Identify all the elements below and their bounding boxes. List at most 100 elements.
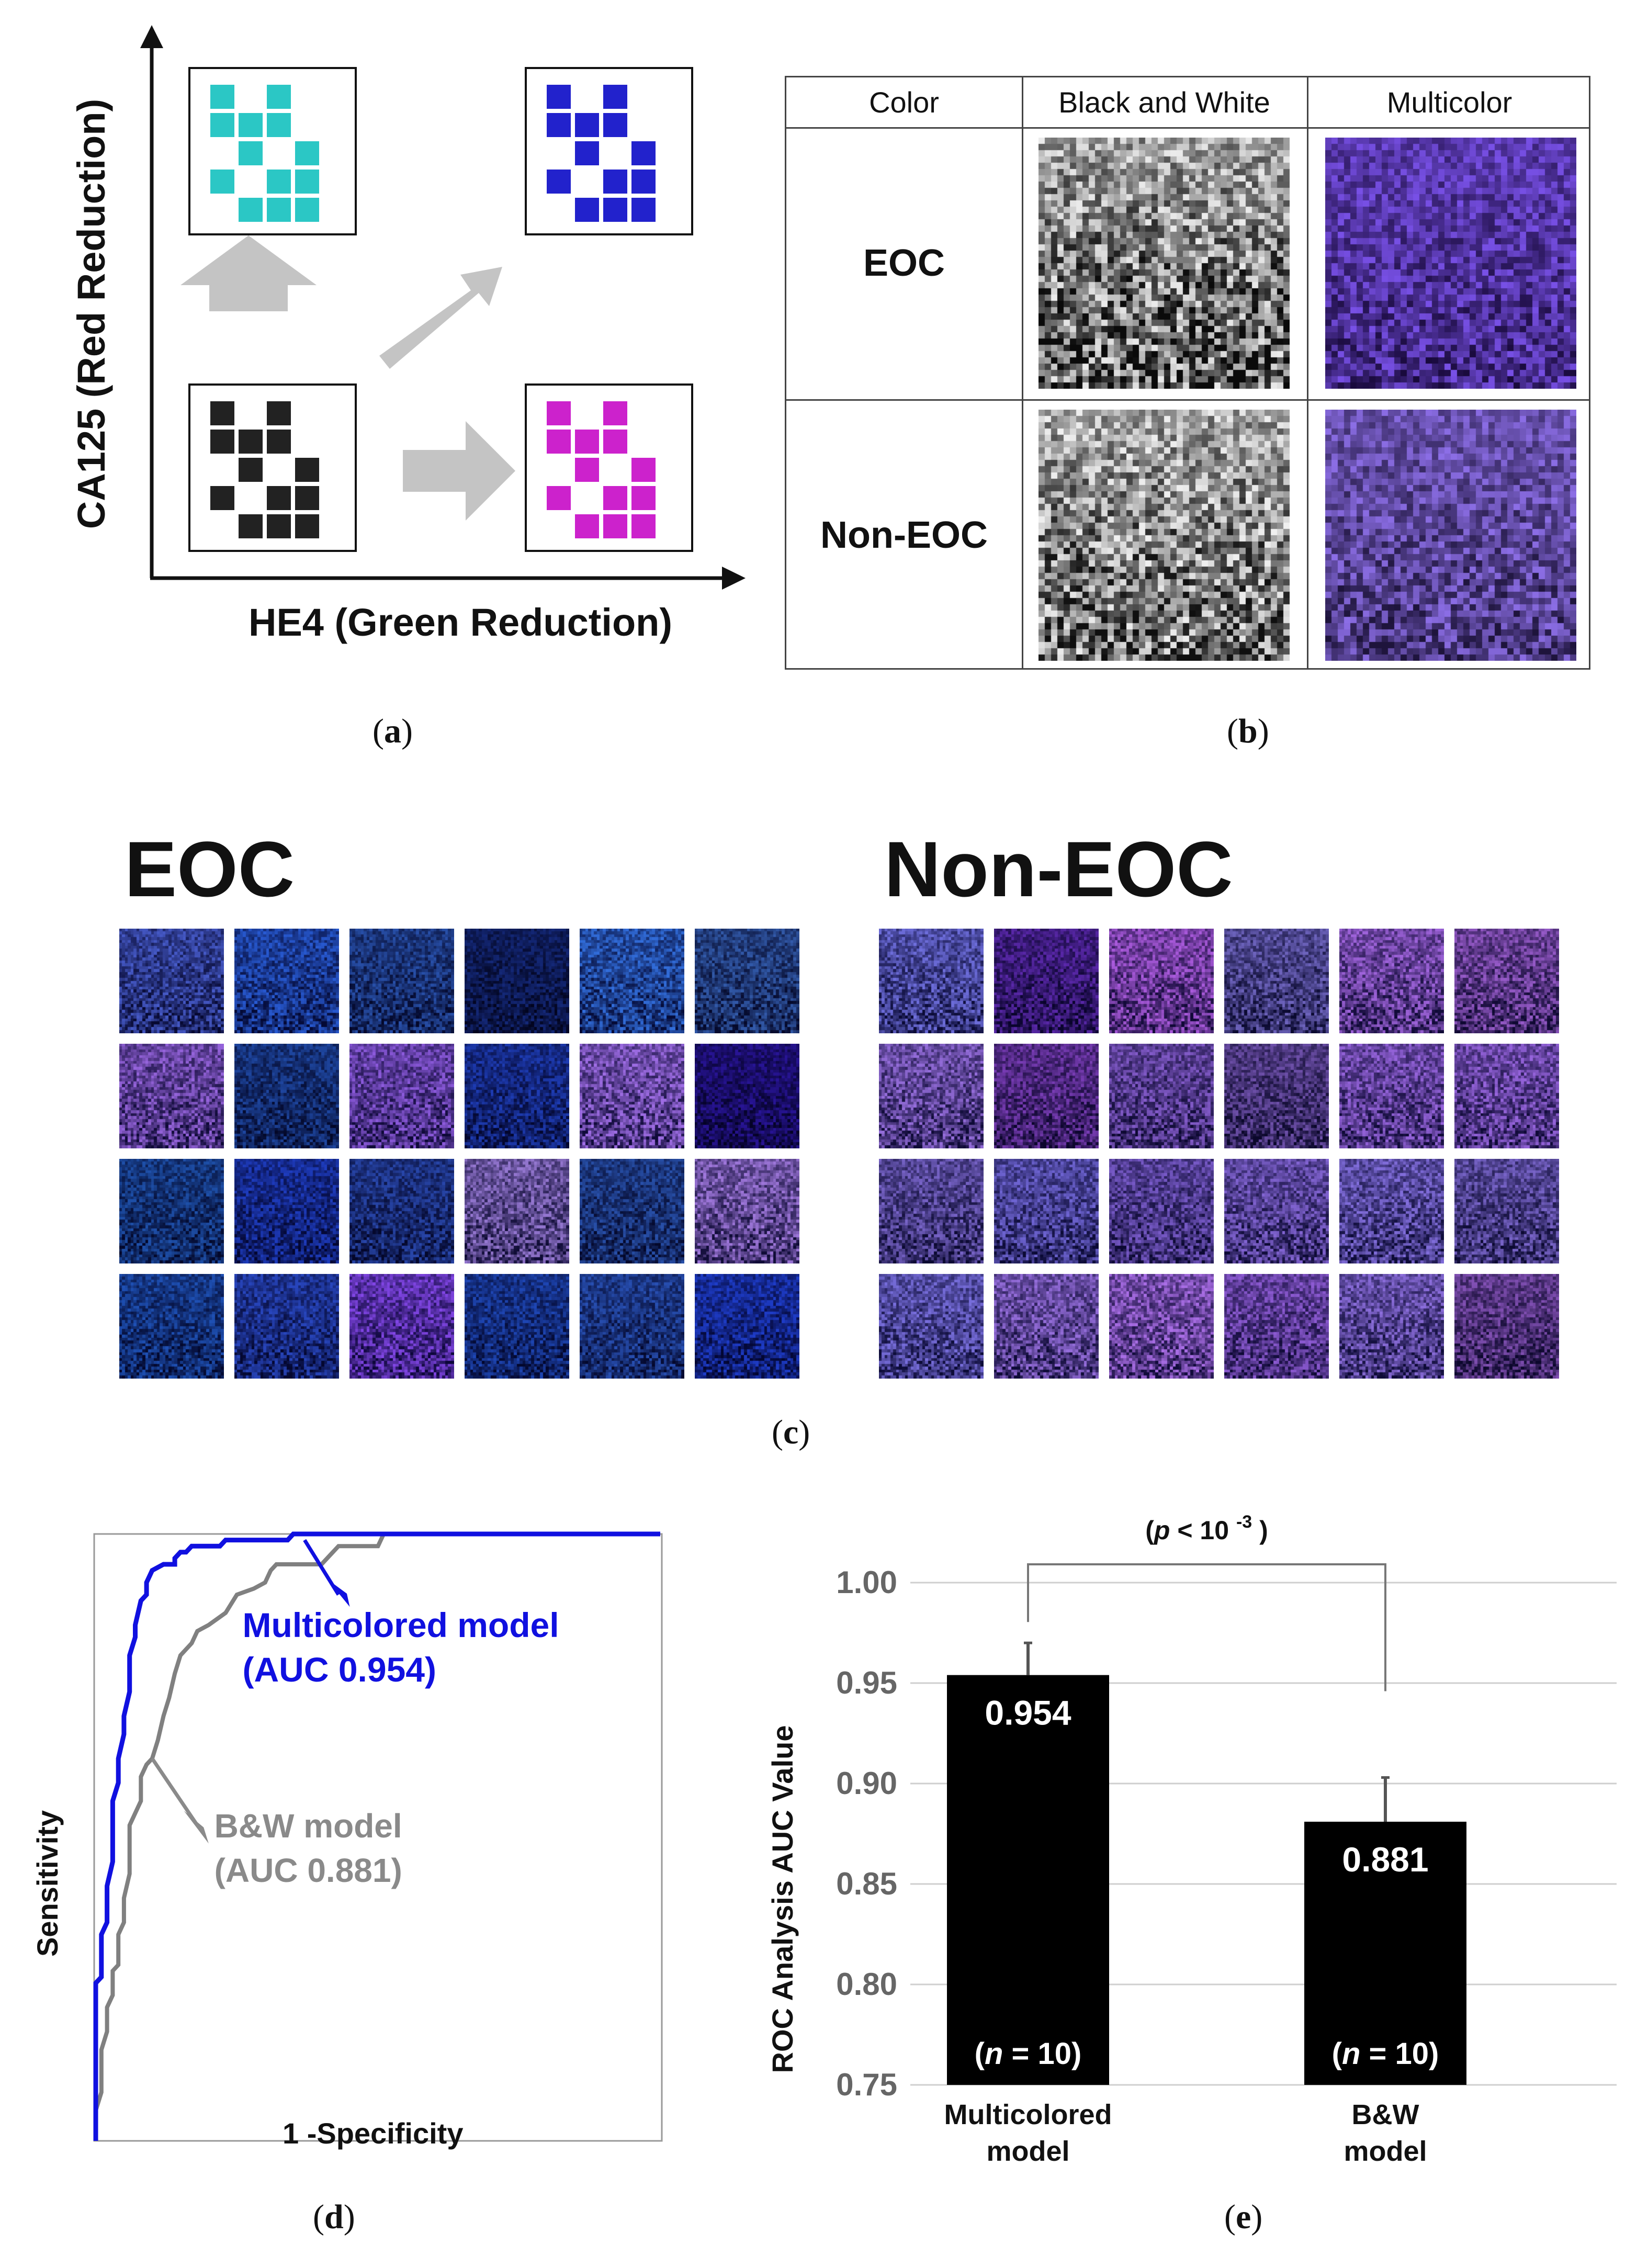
sample-image-tile [1109,1044,1214,1148]
panel-a-y-label: CA125 (Red Reduction) [70,99,113,529]
sample-image-tile [465,929,569,1033]
eoc-image-grid [119,929,799,1384]
sample-image-tile [1109,929,1214,1033]
roc-y-label: Sensitivity [31,1810,64,1957]
category-label: B&W [1352,2099,1419,2130]
sample-image-tile [349,1274,454,1379]
panel-label-a: (a) [373,712,413,750]
panel-a-diagram: CA125 (Red Reduction) HE4 (Green Reducti… [70,25,746,644]
sample-image-tile [580,1274,684,1379]
roc-x-label: 1 -Specificity [283,2117,464,2150]
pattern-square [603,170,627,194]
pattern-square [295,486,319,510]
pattern-square [267,401,291,425]
multicolor-noise-image-eoc [1325,138,1576,389]
pattern-square [210,486,234,510]
sample-image-tile [349,1044,454,1148]
y-tick-label: 0.95 [836,1665,897,1700]
bar-value-label: 0.881 [1342,1840,1428,1879]
pattern-square [267,486,291,510]
pattern-box-top-right [525,67,693,235]
significance-bracket [1027,1563,1386,1691]
pattern-square [631,486,656,510]
sample-image-tile [1454,1274,1559,1379]
pattern-square [267,514,291,538]
panel-a-y-arrowhead [140,25,163,48]
pattern-square [547,430,571,454]
table-header-bw: Black and White [1058,86,1270,119]
pattern-square [239,458,263,482]
sample-image-tile [580,1044,684,1148]
bar [947,1675,1109,2085]
sample-image-tile [695,1159,799,1263]
pattern-square [210,113,234,137]
y-tick-label: 0.80 [836,1967,897,2002]
non-eoc-image-grid [879,929,1559,1384]
pattern-square [631,514,656,538]
pattern-square [603,401,627,425]
category-label: model [1344,2136,1427,2166]
sample-image-tile [580,929,684,1033]
group-title-non-eoc: Non-EOC [884,825,1233,913]
sample-image-tile [1109,1159,1214,1263]
significance-label: (p < 10 -3 ) [1145,1512,1268,1545]
roc-chart: Sensitivity Multicolored model (AUC 0.954… [31,1531,663,2142]
pattern-square [575,198,599,222]
sample-image-tile [879,1044,984,1148]
pattern-square [547,401,571,425]
panel-a-x-arrowhead [722,567,746,590]
sample-image-tile [465,1274,569,1379]
sample-image-tile [119,1159,224,1263]
pattern-square [295,514,319,538]
pattern-square [267,170,291,194]
sample-image-tile [994,1044,1099,1148]
pattern-square [575,458,599,482]
multicolor-noise-image-non-eoc [1325,410,1576,661]
panel-label-d: (d) [313,2198,355,2236]
sample-image-tile [695,929,799,1033]
auc-bar-chart: ROC Analysis AUC Value 0.75 0.80 0.85 0.90 0… [766,1512,1617,2166]
table-row-eoc: EOC [863,242,945,284]
pattern-square [631,170,656,194]
pattern-square [210,401,234,425]
sample-image-tile [994,1159,1099,1263]
pattern-square [603,113,627,137]
sample-image-tile [879,1274,984,1379]
sample-image-tile [465,1159,569,1263]
pattern-square [603,430,627,454]
sample-image-tile [1339,929,1444,1033]
annotation-arrow-bw [151,1757,199,1826]
category-label: model [986,2136,1069,2166]
pattern-square [631,198,656,222]
pattern-square [239,141,263,165]
pattern-square [210,170,234,194]
annotation-bw: B&W model [215,1807,402,1845]
pattern-square [210,85,234,109]
pattern-square [267,85,291,109]
sample-image-tile [1339,1159,1444,1263]
sample-image-tile [1224,1044,1329,1148]
sample-image-tile [994,929,1099,1033]
arrowhead-icon [184,1810,209,1844]
pattern-square [603,85,627,109]
sample-image-tile [465,1044,569,1148]
y-tick-label: 0.75 [836,2067,897,2102]
annotation-multicolored: Multicolored model [243,1606,559,1644]
table-row-non-eoc: Non-EOC [820,514,988,556]
panel-b-table: Color Black and White Multicolor EOC Non… [785,76,1590,670]
sample-image-tile [1224,929,1329,1033]
arrow-right-icon [403,421,515,521]
pattern-square [239,113,263,137]
sample-image-tile [1109,1274,1214,1379]
y-tick-label: 0.90 [836,1766,897,1801]
pattern-square [631,458,656,482]
bar-y-label: ROC Analysis AUC Value [766,1725,799,2073]
pattern-square [295,458,319,482]
panel-a-x-label: HE4 (Green Reduction) [249,601,672,644]
sample-image-tile [1224,1159,1329,1263]
pattern-square [603,198,627,222]
pattern-square [239,514,263,538]
pattern-square [267,430,291,454]
sample-image-tile [695,1044,799,1148]
sample-image-tile [234,1274,339,1379]
